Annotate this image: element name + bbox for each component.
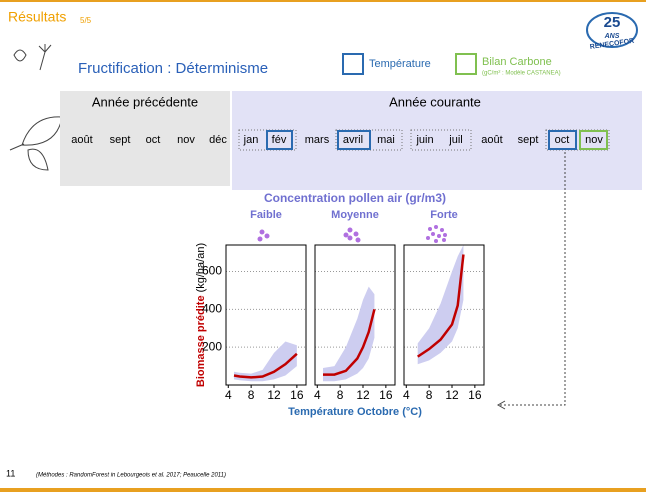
x-tick-label: 12 bbox=[356, 388, 370, 402]
x-axis-label: Température Octobre (°C) bbox=[288, 406, 422, 418]
pollen-dot bbox=[258, 237, 263, 242]
panel-title: Faible bbox=[250, 209, 282, 221]
x-tick-label: 16 bbox=[379, 388, 393, 402]
pollen-dot bbox=[344, 233, 349, 238]
month-label: sept bbox=[110, 134, 131, 146]
title: Résultats bbox=[8, 9, 66, 25]
footer-note: (Méthodes : RandomForest in Lebourgeois … bbox=[36, 473, 226, 479]
month-label: sept bbox=[518, 134, 539, 146]
month-label: jan bbox=[243, 134, 259, 146]
legend-carbon-note: (gC/m² : Modèle CASTANEA) bbox=[482, 71, 561, 77]
pollen-dot bbox=[434, 225, 438, 229]
x-tick-label: 8 bbox=[426, 388, 433, 402]
x-tick-label: 4 bbox=[403, 388, 410, 402]
pollen-dot bbox=[428, 227, 432, 231]
page-indicator: 5/5 bbox=[80, 16, 92, 25]
month-label: juin bbox=[415, 134, 433, 146]
bottom-bar bbox=[0, 488, 646, 492]
x-tick-label: 4 bbox=[314, 388, 321, 402]
pollen-dot bbox=[434, 239, 438, 243]
logo-word: ANS bbox=[604, 33, 620, 40]
month-label: mars bbox=[305, 134, 330, 146]
logo-number: 25 bbox=[604, 14, 621, 31]
legend-temperature: Température bbox=[369, 58, 431, 70]
month-label: juil bbox=[448, 134, 462, 146]
pollen-dot bbox=[265, 234, 270, 239]
pollen-dot bbox=[437, 234, 441, 238]
month-label: nov bbox=[585, 134, 603, 146]
y-tick-label: 600 bbox=[202, 264, 222, 278]
month-label: oct bbox=[146, 134, 161, 146]
pollen-dot bbox=[431, 232, 435, 236]
pollen-dot bbox=[260, 230, 265, 235]
x-tick-label: 8 bbox=[248, 388, 255, 402]
panel-title: Moyenne bbox=[331, 209, 379, 221]
month-label: nov bbox=[177, 134, 195, 146]
x-tick-label: 16 bbox=[468, 388, 482, 402]
pollen-dot bbox=[443, 233, 447, 237]
footer-number: 11 bbox=[6, 468, 15, 478]
month-label: avril bbox=[343, 134, 363, 146]
y-tick-label: 400 bbox=[202, 301, 222, 315]
x-tick-label: 12 bbox=[267, 388, 281, 402]
month-label: oct bbox=[555, 134, 570, 146]
x-tick-label: 16 bbox=[290, 388, 304, 402]
top-bar bbox=[0, 0, 646, 2]
x-tick-label: 8 bbox=[337, 388, 344, 402]
month-label: mai bbox=[377, 134, 395, 146]
pollen-dot bbox=[356, 238, 361, 243]
pollen-dot bbox=[440, 228, 444, 232]
pollen-dot bbox=[348, 236, 353, 241]
month-label: août bbox=[481, 134, 502, 146]
month-label: fév bbox=[272, 134, 287, 146]
pollen-dot bbox=[442, 238, 446, 242]
pollen-dot bbox=[426, 236, 430, 240]
x-tick-label: 12 bbox=[445, 388, 459, 402]
month-label: déc bbox=[209, 134, 227, 146]
subtitle: Fructification : Déterminisme bbox=[78, 60, 268, 77]
x-tick-label: 4 bbox=[225, 388, 232, 402]
slide: Résultats 5/5 25 ANS RENECOFOR Fructific… bbox=[0, 0, 646, 492]
figure-title: Concentration pollen air (gr/m3) bbox=[264, 191, 446, 205]
legend-carbon: Bilan Carbone bbox=[482, 56, 552, 68]
pollen-dot bbox=[348, 228, 353, 233]
previous-year-label: Année précédente bbox=[92, 94, 198, 109]
logo: 25 ANS RENECOFOR bbox=[587, 13, 637, 51]
current-year-label: Année courante bbox=[389, 94, 481, 109]
month-label: août bbox=[71, 134, 92, 146]
panel-title: Forte bbox=[430, 209, 458, 221]
y-tick-label: 200 bbox=[202, 339, 222, 353]
pollen-dot bbox=[354, 232, 359, 237]
